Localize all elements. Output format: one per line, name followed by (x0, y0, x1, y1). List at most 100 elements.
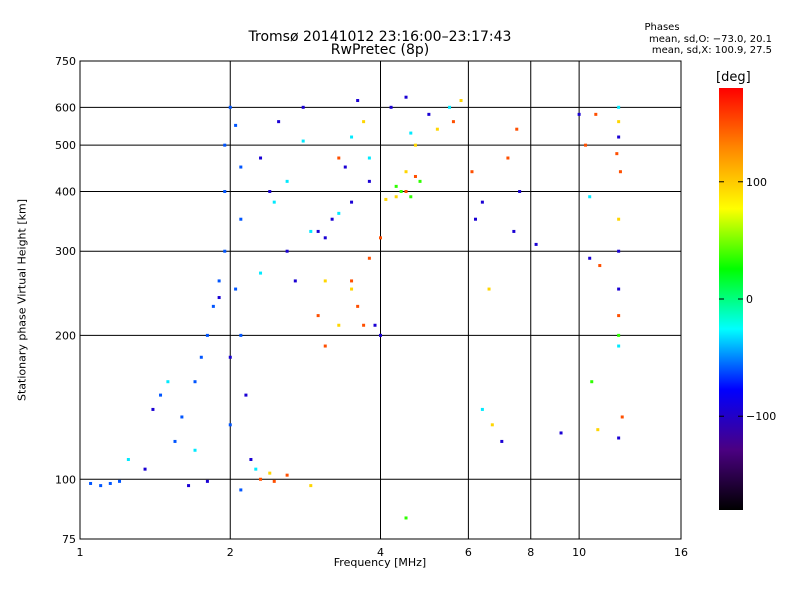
data-point (356, 99, 360, 103)
data-point (596, 428, 600, 432)
data-point (293, 279, 297, 283)
data-point (435, 127, 439, 131)
data-point (223, 143, 227, 147)
data-point (617, 333, 621, 337)
data-point (316, 314, 320, 318)
data-point (617, 249, 621, 253)
data-point (337, 211, 341, 215)
data-point (394, 184, 398, 188)
data-point (615, 152, 619, 156)
y-axis-label: Stationary phase Virtual Height [km] (15, 198, 29, 402)
data-point (323, 236, 327, 240)
data-point (323, 279, 327, 283)
data-point (217, 279, 221, 283)
colorbar-ticks: 100 0 −100 (719, 176, 776, 423)
data-point (244, 393, 248, 397)
data-point (448, 105, 452, 109)
data-point (617, 217, 621, 221)
data-point (254, 467, 258, 471)
y-tick-label: 75 (62, 533, 76, 546)
data-point (577, 112, 581, 116)
data-point (193, 380, 197, 384)
data-point (399, 189, 403, 193)
data-point (350, 279, 354, 283)
data-point (187, 484, 191, 488)
y-tick-label: 750 (55, 55, 76, 68)
data-point (598, 264, 602, 268)
chart-title-line1: Tromsø 20141012 23:16:00–23:17:43 (248, 29, 512, 45)
plot-frame (79, 60, 682, 540)
data-point (473, 217, 477, 221)
data-point (413, 174, 417, 178)
data-point (99, 484, 103, 488)
data-point (151, 407, 155, 411)
data-point (459, 99, 463, 103)
data-point (126, 457, 130, 461)
y-tick-label: 300 (55, 245, 76, 258)
x-axis-label: Frequency [MHz] (333, 556, 427, 569)
data-point (588, 195, 592, 199)
data-point (330, 217, 334, 221)
data-point (259, 156, 263, 160)
data-point (89, 481, 93, 485)
data-point (617, 135, 621, 139)
data-point (228, 355, 232, 359)
data-point (617, 105, 621, 109)
y-tick-label: 500 (55, 139, 76, 152)
data-point (515, 127, 519, 131)
data-point (118, 479, 122, 483)
data-point (159, 393, 163, 397)
data-point (427, 112, 431, 116)
data-point (234, 123, 238, 127)
data-point (173, 439, 177, 443)
data-point (223, 249, 227, 253)
data-point (409, 195, 413, 199)
data-point (199, 355, 203, 359)
data-point (490, 423, 494, 427)
data-point (394, 195, 398, 199)
data-point (617, 344, 621, 348)
data-point (367, 179, 371, 183)
data-point (228, 423, 232, 427)
x-tick-label: 16 (674, 546, 688, 559)
data-point (272, 200, 276, 204)
data-point (518, 189, 522, 193)
data-point (301, 139, 305, 143)
data-point (285, 179, 289, 183)
data-point (285, 473, 289, 477)
data-point (217, 296, 221, 300)
data-point (239, 165, 243, 169)
y-tick-label: 200 (55, 329, 76, 342)
data-point (367, 256, 371, 260)
data-point (389, 105, 393, 109)
colorbar-tick-label: 100 (746, 176, 767, 189)
data-point (211, 304, 215, 308)
data-point (373, 323, 377, 327)
data-point (277, 120, 281, 124)
data-point (285, 249, 289, 253)
data-point (584, 143, 588, 147)
data-point (384, 197, 388, 201)
data-point (487, 287, 491, 291)
data-point (108, 481, 112, 485)
data-point (350, 200, 354, 204)
x-tick-label: 4 (377, 546, 384, 559)
data-point (480, 200, 484, 204)
data-point (309, 229, 313, 233)
data-point (268, 471, 272, 475)
data-point (180, 415, 184, 419)
colorbar-tick-label: 0 (746, 293, 753, 306)
data-point (404, 170, 408, 174)
data-point (506, 156, 510, 160)
data-point (301, 105, 305, 109)
colorbar-tick-label: −100 (746, 410, 776, 423)
data-point (228, 105, 232, 109)
data-point (239, 333, 243, 337)
chart-title-line2: RwPretec (8p) (330, 42, 430, 58)
phase-info-line2: mean, sd,X: 100.9, 27.5 (651, 45, 772, 56)
data-point (343, 165, 347, 169)
data-point (249, 457, 253, 461)
data-point (309, 484, 313, 488)
x-tick-label: 10 (572, 546, 586, 559)
y-tick-label: 400 (55, 185, 76, 198)
